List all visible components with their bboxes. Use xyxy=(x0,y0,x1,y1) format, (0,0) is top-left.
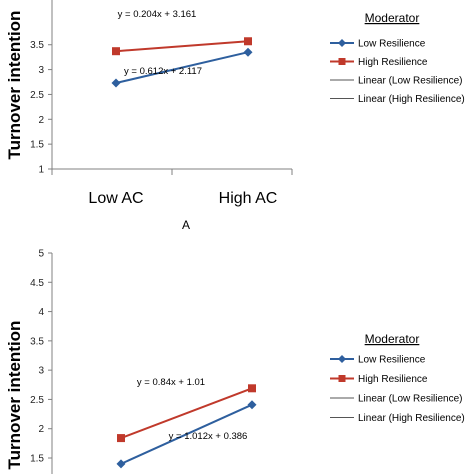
legend-title: Moderator xyxy=(365,332,420,346)
legend-marker-square xyxy=(338,375,346,382)
y-tick-label: 1.5 xyxy=(30,140,44,151)
panel-label: A xyxy=(182,218,190,232)
legend-marker-square xyxy=(338,58,346,65)
legend-entry-label: Linear (Low Resilience) xyxy=(358,394,463,405)
data-point-high-resilience xyxy=(117,434,125,443)
legend-marker-diamond xyxy=(338,355,346,363)
y-tick-label: 3.5 xyxy=(30,40,44,51)
legend-title: Moderator xyxy=(365,11,420,25)
series-line-low-resilience xyxy=(115,51,249,84)
legend-entry-label: High Resilience xyxy=(358,374,428,385)
legend-marker-diamond xyxy=(338,39,346,47)
y-tick-label: 1 xyxy=(38,165,44,176)
legend-entry-label: Low Resilience xyxy=(358,39,426,50)
y-tick-label: 3 xyxy=(38,65,44,76)
x-category-label: Low AC xyxy=(88,190,143,207)
y-tick-label: 2.5 xyxy=(30,90,44,101)
data-point-low-resilience xyxy=(247,400,257,410)
data-point-high-resilience xyxy=(248,384,256,393)
legend-entry-label: Linear (Low Resilience) xyxy=(358,76,463,87)
y-tick-label: 4 xyxy=(38,307,44,318)
trendline-equation: y = 0.84x + 1.01 xyxy=(137,377,205,388)
y-tick-label: 5 xyxy=(38,249,44,260)
y-tick-label: 3.5 xyxy=(30,336,44,347)
trendline-equation: y = 0.204x + 3.161 xyxy=(118,9,197,20)
data-point-low-resilience xyxy=(116,459,126,469)
y-axis-title: Turnover intention xyxy=(5,321,24,470)
series-line-high-resilience xyxy=(115,40,249,53)
y-tick-label: 3 xyxy=(38,366,44,377)
trendline-equation: y = 1.012x + 0.386 xyxy=(169,431,248,442)
legend-entry-label: Linear (High Resilience) xyxy=(358,94,465,105)
legend-entry-label: Low Resilience xyxy=(358,355,426,366)
y-axis-title: Turnover intention xyxy=(5,11,24,160)
trendline-equation: y = 0.612x + 2.117 xyxy=(124,66,202,77)
y-tick-label: 2 xyxy=(38,115,44,126)
data-point-high-resilience xyxy=(112,47,120,56)
y-tick-label: 2.5 xyxy=(30,395,44,406)
data-point-low-resilience xyxy=(243,47,253,57)
y-tick-label: 1.5 xyxy=(30,454,44,465)
y-tick-label: 2 xyxy=(38,424,44,435)
series-line-low-resilience xyxy=(120,403,253,465)
x-category-label: High AC xyxy=(219,190,278,207)
data-point-low-resilience xyxy=(111,78,121,88)
data-point-high-resilience xyxy=(244,37,252,46)
series-line-high-resilience xyxy=(120,387,253,440)
legend-entry-label: High Resilience xyxy=(358,57,428,68)
y-tick-label: 4.5 xyxy=(30,278,44,289)
legend-entry-label: Linear (High Resilience) xyxy=(358,413,465,424)
